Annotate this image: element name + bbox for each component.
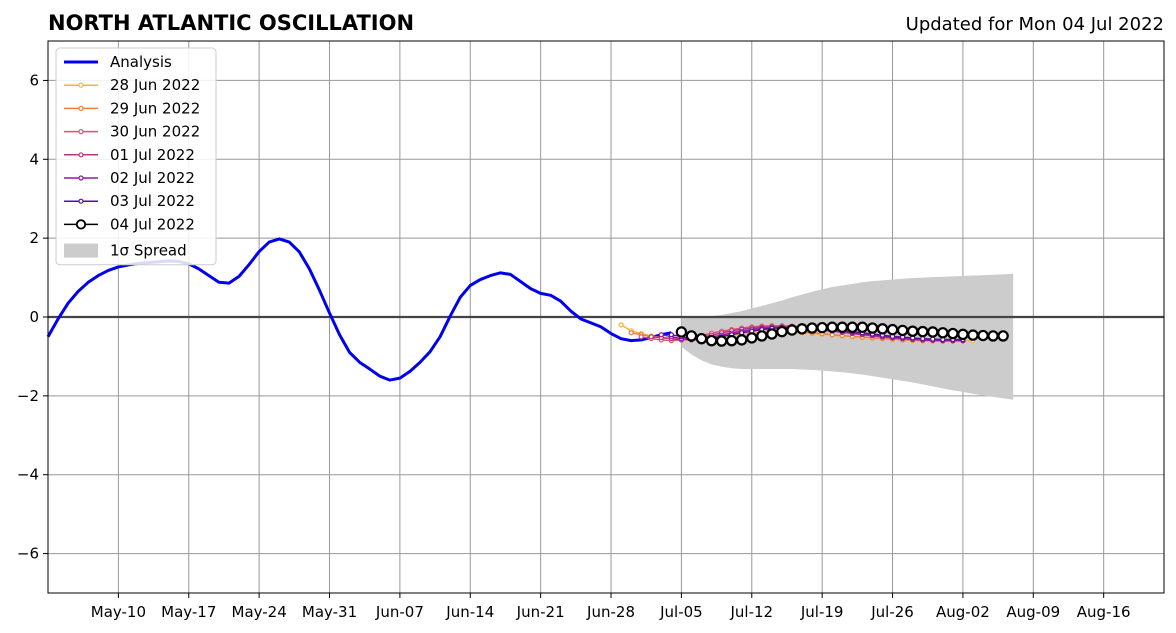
x-tick-label: Jun-28 [586,603,635,621]
x-axis-ticks: May-10 May-17 May-24 May-31 Jun-07 Jun-14 Jun-… [91,593,1131,621]
forecast-point [957,328,969,341]
x-tick-label: May-10 [91,603,146,621]
y-tick-label: −6 [17,545,39,563]
legend-label: 29 Jun 2022 [110,99,200,117]
forecast-point [836,321,848,333]
forecast-point [736,334,748,346]
forecast-point [675,326,688,338]
legend-marker [78,175,84,181]
forecast-point [705,334,718,347]
forecast-point [628,330,634,336]
legend-marker [78,198,84,204]
chart-subtitle: Updated for Mon 04 Jul 2022 [906,14,1164,35]
forecast-point [927,326,939,338]
legend-label: Analysis [110,53,172,71]
x-tick-label: Jul-19 [800,603,844,621]
x-tick-label: Jul-05 [659,603,703,621]
forecast-point [816,321,828,334]
forecast-point [967,329,979,341]
legend-label: 03 Jul 2022 [110,192,195,210]
x-tick-label: Jul-12 [729,603,773,621]
legend-marker [78,152,84,158]
y-tick-label: −2 [17,387,39,405]
forecast-point [618,322,624,328]
forecast-point [638,334,644,340]
y-tick-label: −4 [17,466,39,484]
forecast-point [715,335,728,347]
legend-marker [75,219,87,230]
forecast-point [977,329,989,342]
forecast-point [756,330,768,342]
forecast-point [997,330,1009,342]
legend-label: 02 Jul 2022 [110,169,195,187]
x-tick-label: Aug-09 [1006,603,1060,621]
forecast-point [896,324,909,337]
chart-title: NORTH ATLANTIC OSCILLATION [48,11,414,35]
x-tick-label: Jul-26 [870,603,914,621]
x-tick-label: Jun-07 [375,603,424,621]
forecast-point [746,332,758,344]
forecast-point [987,330,999,342]
y-tick-label: 6 [29,71,39,89]
legend-label: 28 Jun 2022 [110,76,200,94]
forecast-point [937,327,949,339]
forecast-point [725,334,738,347]
forecast-layer [618,321,1009,347]
legend-label: 30 Jun 2022 [110,123,200,141]
x-tick-label: Jun-14 [445,603,494,621]
forecast-point [866,322,879,334]
forecast-series [675,321,1009,347]
legend-label: 1σ Spread [110,242,187,260]
x-tick-label: May-24 [232,603,287,621]
forecast-point [786,324,798,336]
legend-marker [78,82,84,88]
y-tick-label: 4 [29,150,39,168]
legend: Analysis 28 Jun 2022 29 Jun 2022 30 Jun 202… [55,47,217,266]
y-tick-label: 0 [29,308,39,326]
legend-marker [78,129,84,135]
forecast-point [806,322,818,334]
forecast-point [886,323,899,336]
legend-label: 04 Jul 2022 [110,215,195,233]
forecast-point [695,332,708,345]
forecast-point [906,325,919,337]
y-tick-label: 2 [29,229,39,247]
forecast-point [658,332,664,338]
forecast-point [796,323,808,335]
forecast-point [947,327,959,340]
forecast-point [648,334,654,340]
x-tick-label: May-17 [161,603,216,621]
forecast-point [766,328,778,340]
forecast-point [826,321,838,333]
forecast-point [776,325,788,338]
forecast-point [685,330,698,342]
forecast-point [668,332,674,338]
forecast-point [876,323,889,335]
x-tick-label: Aug-02 [936,603,990,621]
x-tick-label: Jun-21 [516,603,565,621]
x-tick-label: May-31 [302,603,357,621]
forecast-point [846,321,859,333]
legend-swatch [64,243,98,258]
forecast-point [917,325,929,338]
forecast-point [856,321,869,333]
y-axis-ticks: −6 −4 −2 0 2 4 6 [17,71,48,563]
x-tick-label: Aug-16 [1077,603,1131,621]
legend-label: 01 Jul 2022 [110,146,195,164]
legend-box [55,47,217,266]
legend-marker [78,105,84,112]
